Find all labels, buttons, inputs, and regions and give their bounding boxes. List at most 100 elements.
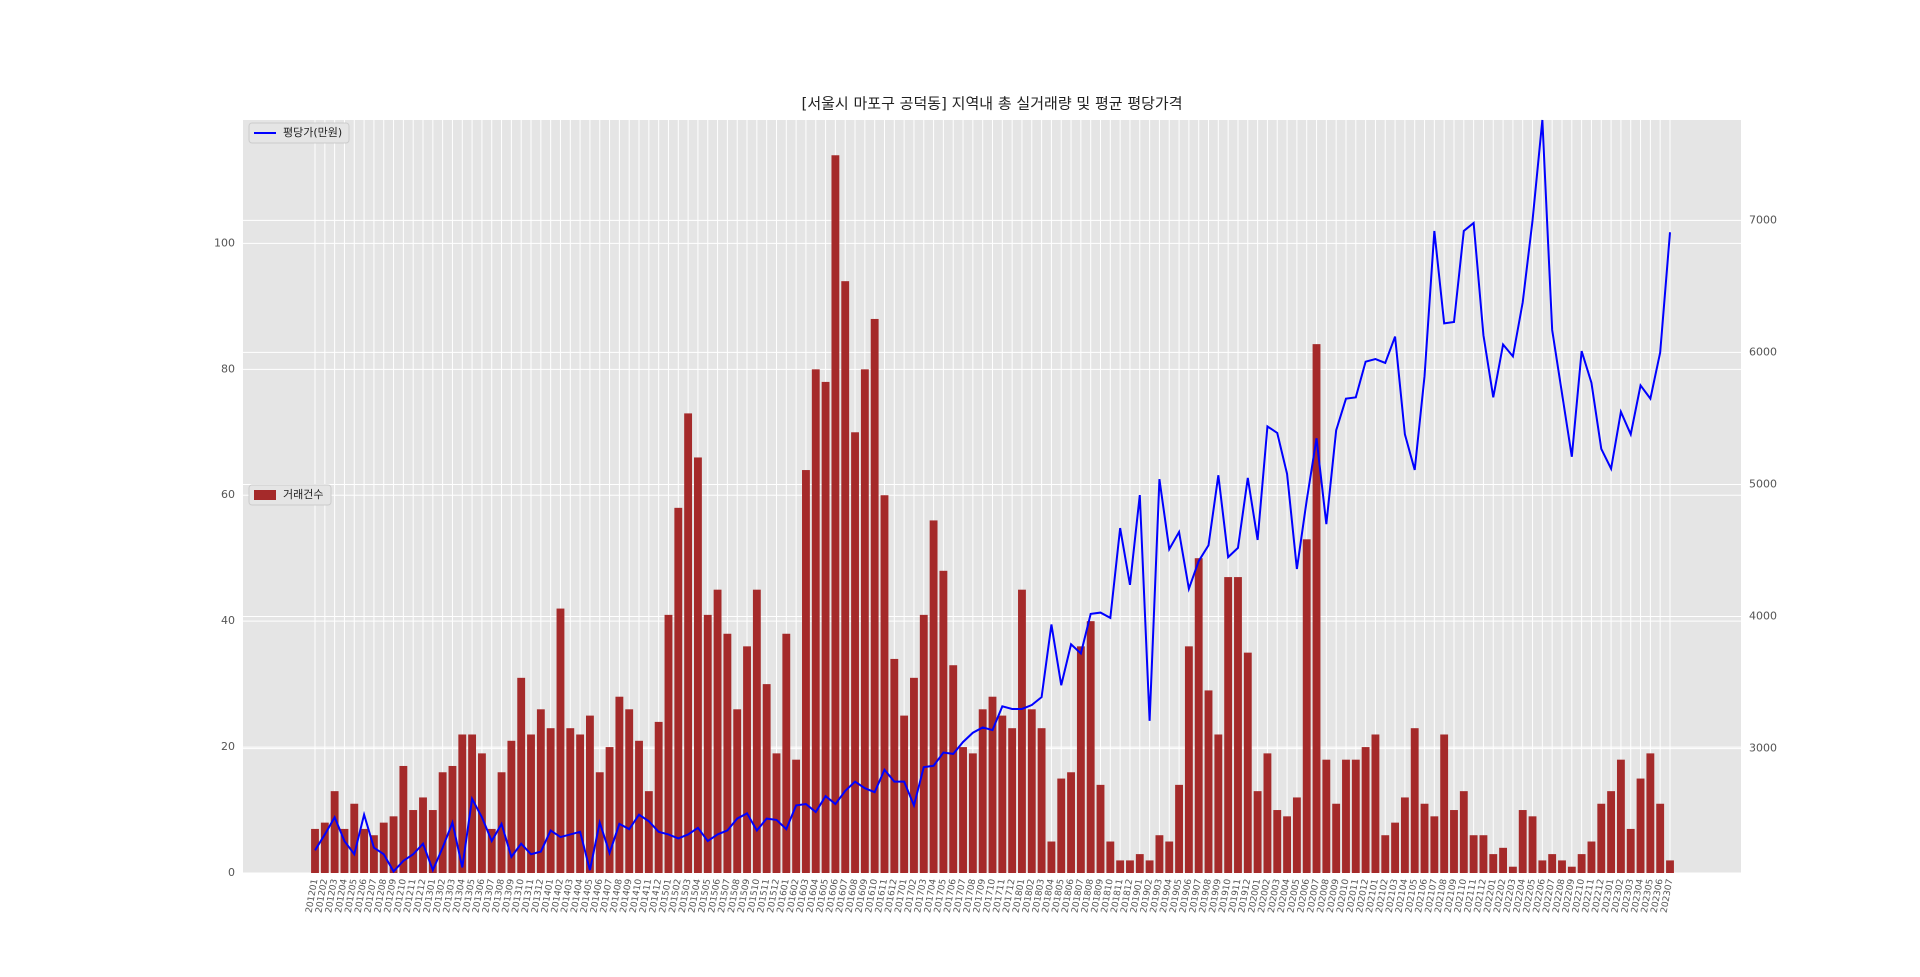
legend-box bbox=[248, 122, 350, 144]
bar bbox=[998, 715, 1007, 873]
bar bbox=[1666, 860, 1674, 873]
bar bbox=[1626, 828, 1635, 873]
bar bbox=[419, 797, 427, 873]
bar bbox=[360, 828, 369, 873]
bar bbox=[1155, 835, 1164, 873]
bar bbox=[900, 715, 909, 873]
bar bbox=[713, 589, 722, 873]
bar bbox=[919, 614, 928, 873]
bar bbox=[350, 803, 359, 873]
bar bbox=[1499, 847, 1508, 873]
bar bbox=[1607, 791, 1616, 873]
y-tick-label: 40 bbox=[221, 614, 235, 627]
y2-tick-label: 5000 bbox=[1749, 477, 1777, 490]
bar bbox=[1214, 734, 1223, 873]
bar bbox=[1489, 854, 1498, 873]
bar bbox=[1391, 822, 1399, 873]
bar bbox=[654, 721, 663, 873]
bar bbox=[1587, 841, 1596, 873]
y-tick-label: 20 bbox=[221, 740, 235, 753]
bar bbox=[968, 753, 977, 873]
bar bbox=[1508, 866, 1517, 873]
bar bbox=[1518, 810, 1527, 873]
bar bbox=[811, 369, 820, 873]
bar bbox=[949, 665, 958, 873]
y2-tick-label: 6000 bbox=[1749, 345, 1777, 358]
bar bbox=[320, 822, 329, 873]
bar bbox=[831, 155, 840, 874]
bar bbox=[1194, 558, 1203, 873]
bar bbox=[311, 828, 319, 873]
bar bbox=[389, 816, 398, 873]
bar bbox=[1027, 709, 1036, 873]
bar bbox=[1567, 866, 1576, 873]
bar bbox=[438, 772, 447, 873]
bar bbox=[743, 646, 751, 873]
bar bbox=[1548, 854, 1557, 873]
bar bbox=[1234, 577, 1242, 873]
bar bbox=[1292, 797, 1301, 873]
y-tick-label: 100 bbox=[214, 236, 235, 249]
bar bbox=[340, 828, 349, 873]
y2-tick-label: 7000 bbox=[1749, 213, 1777, 226]
bar bbox=[860, 369, 869, 873]
bar bbox=[1018, 589, 1026, 873]
bar bbox=[1558, 860, 1566, 873]
bar bbox=[1332, 803, 1341, 873]
bar bbox=[1096, 784, 1105, 873]
bar bbox=[1067, 772, 1075, 873]
bar bbox=[792, 759, 801, 873]
bar bbox=[1636, 778, 1645, 873]
bar bbox=[1243, 652, 1252, 873]
bar bbox=[635, 740, 643, 873]
bar bbox=[1116, 860, 1125, 873]
legend-swatch bbox=[254, 490, 276, 500]
bar bbox=[664, 614, 673, 873]
bar bbox=[1371, 734, 1380, 873]
y2-tick-label: 4000 bbox=[1749, 610, 1777, 623]
bar bbox=[841, 281, 850, 873]
y-tick-label: 60 bbox=[221, 488, 235, 501]
bar bbox=[399, 765, 408, 873]
bar bbox=[1322, 759, 1331, 873]
bar bbox=[959, 747, 967, 873]
bar bbox=[1616, 759, 1625, 873]
bar bbox=[1440, 734, 1449, 873]
bar bbox=[586, 715, 594, 873]
bar bbox=[733, 709, 742, 873]
bar bbox=[1204, 690, 1213, 873]
legend-label: 평당가(만원) bbox=[283, 126, 342, 139]
bar bbox=[1597, 803, 1606, 873]
bar bbox=[1047, 841, 1056, 873]
bar bbox=[752, 589, 761, 873]
y2-tick-label: 3000 bbox=[1749, 742, 1777, 755]
bar bbox=[703, 614, 712, 873]
bar bbox=[1381, 835, 1390, 873]
bar bbox=[1135, 854, 1144, 873]
bar bbox=[910, 677, 918, 873]
bar bbox=[1420, 803, 1429, 873]
bar bbox=[762, 684, 771, 873]
bar bbox=[458, 734, 467, 873]
bar bbox=[1008, 728, 1017, 873]
bar bbox=[1106, 841, 1115, 873]
bar bbox=[330, 791, 339, 873]
bar bbox=[1538, 860, 1547, 873]
bar bbox=[1410, 728, 1419, 873]
bar bbox=[723, 633, 732, 873]
bar bbox=[978, 709, 987, 873]
bar bbox=[929, 520, 938, 873]
bar bbox=[1361, 747, 1370, 873]
bar bbox=[1224, 577, 1233, 873]
bar bbox=[1342, 759, 1350, 873]
bar bbox=[1165, 841, 1174, 873]
bar bbox=[566, 728, 575, 873]
bar bbox=[615, 696, 624, 873]
bar bbox=[1086, 621, 1095, 873]
bar bbox=[880, 495, 889, 873]
bar bbox=[625, 709, 634, 873]
y-tick-label: 0 bbox=[228, 866, 235, 879]
bar bbox=[556, 608, 565, 873]
bar bbox=[684, 413, 693, 873]
